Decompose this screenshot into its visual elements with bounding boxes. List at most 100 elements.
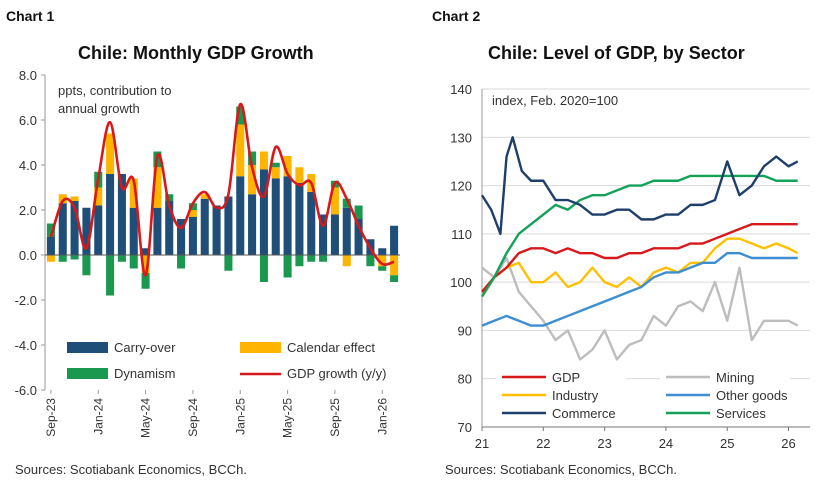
carry-over-bar [117,174,126,255]
chart-2-source: Sources: Scotiabank Economics, BCCh. [445,462,677,477]
y-tick-label: 0.0 [19,248,37,263]
carry-over-bar [390,225,399,255]
x-tick-label: Jan-24 [91,398,105,435]
y-tick-label: 6.0 [19,113,37,128]
chart-1-title: Chile: Monthly GDP Growth [78,43,314,63]
dynamism-bar [307,255,316,262]
chart-1-panel: Chart 1 Chile: Monthly GDP Growth 8.0 6.0… [6,8,400,477]
calendar-effect-bar [283,156,292,177]
carry-over-bar [46,237,55,255]
calendar-effect-bar [378,255,387,267]
dynamism-bar [224,255,233,271]
carry-over-bar [129,207,138,255]
y-tick-label: -4.0 [15,338,37,353]
dynamism-bar [129,255,138,269]
legend-bg [496,369,626,386]
y-tick-label: 4.0 [19,158,37,173]
legend-bg [660,387,790,404]
dynamism-bar [236,106,245,125]
chart-1-annotation-line-2: annual growth [58,101,140,116]
dynamism-bar [319,255,328,262]
y-tick-label: 2.0 [19,203,37,218]
carry-over-bar [283,176,292,255]
calendar-effect-bar [58,194,67,204]
x-tick-label: Sep-25 [328,398,342,437]
dynamism-bar [248,151,257,165]
y-tick-label: 70 [458,420,472,435]
dynamism-bar [283,255,292,278]
calendar-effect-bar [271,167,280,179]
dynamism-bar [271,162,280,168]
x-tick-label: Jan-25 [233,398,247,435]
chart-1-label: Chart 1 [6,8,55,24]
legend-label: Industry [552,388,599,403]
legend-swatch [67,368,108,379]
legend-label: Carry-over [114,340,176,355]
legend-label: Other goods [716,388,788,403]
legend-label: Commerce [552,406,616,421]
calendar-effect-bar [153,167,162,208]
legend-bg [660,405,790,422]
services-line [480,174,798,298]
mining-line [481,256,799,361]
dynamism-bar [354,205,363,219]
chart-2-panel: Chart 2 Chile: Level of GDP, by Sector 1… [414,0,828,483]
calendar-effect-bar [129,178,138,208]
y-tick-label: 120 [450,179,472,194]
carry-over-bar [106,174,115,255]
dynamism-bar [378,266,387,271]
carry-over-bar [295,183,304,255]
x-tick-label: 22 [536,436,550,451]
carry-over-bar [236,176,245,255]
y-tick-label: 140 [450,82,472,97]
dynamism-bar [259,255,268,282]
legend-label: GDP [552,370,580,385]
legend-swatch [240,342,281,353]
chart-1-source: Sources: Scotiabank Economics, BCCh. [15,462,247,477]
calendar-effect-bar [200,194,209,199]
calendar-effect-bar [94,187,103,206]
legend-label: Calendar effect [287,340,375,355]
x-tick-label: May-25 [281,398,295,438]
chart-1-plot: 8.0 6.0 4.0 2.0 0.0 -2.0 -4.0 -6.0 ppts, contrib… [15,68,400,438]
legend-swatch [67,342,108,353]
dynamism-bar [117,255,126,262]
dynamism-bar [342,198,351,208]
carry-over-bar [212,205,221,255]
calendar-effect-bar [188,210,197,217]
y-tick-label: 8.0 [19,68,37,83]
dynamism-bar [177,255,186,269]
dynamism-bar [295,255,304,267]
carry-over-bar [354,219,363,255]
legend-label: Dynamism [114,366,175,381]
chart-2-annotation: index, Feb. 2020=100 [492,93,618,108]
legend-label: GDP growth (y/y) [287,366,386,381]
y-tick-label: -2.0 [15,293,37,308]
calendar-effect-bar [342,255,351,267]
calendar-effect-bar [106,133,115,174]
dynamism-bar [141,273,150,289]
x-tick-label: 23 [597,436,611,451]
legend-label: Mining [716,370,754,385]
x-tick-label: 21 [475,436,489,451]
dynamism-bar [82,255,91,276]
x-tick-label: Sep-23 [44,398,58,437]
legend-bg [660,369,790,386]
carry-over-bar [330,214,339,255]
carry-over-bar [141,248,150,255]
y-tick-label: 110 [451,227,472,242]
carry-over-bar [200,198,209,255]
carry-over-bar [342,207,351,255]
calendar-effect-bar [259,151,268,170]
commerce-line [480,136,799,236]
legend-label: Services [716,406,766,421]
y-tick-label: 130 [450,130,472,145]
legend-bg [496,405,626,422]
x-tick-label: 25 [720,436,734,451]
carry-over-bar [224,196,233,255]
dynamism-bar [188,203,197,210]
carry-over-bar [165,201,174,255]
carry-over-bar [58,203,67,255]
dynamism-bar [390,275,399,282]
gdp-line [481,223,798,293]
